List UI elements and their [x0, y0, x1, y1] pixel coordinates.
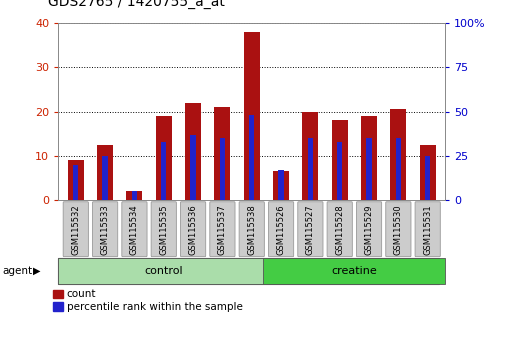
Bar — [278, 170, 283, 200]
Text: GSM115531: GSM115531 — [422, 205, 431, 255]
Text: GSM115529: GSM115529 — [364, 205, 373, 255]
Text: GSM115527: GSM115527 — [306, 205, 314, 255]
Legend: count, percentile rank within the sample: count, percentile rank within the sample — [53, 290, 242, 312]
Text: creatine: creatine — [331, 266, 377, 276]
Text: GSM115536: GSM115536 — [188, 205, 197, 255]
Bar — [424, 156, 429, 200]
Bar — [360, 116, 376, 200]
Bar — [219, 138, 225, 200]
Bar — [263, 258, 444, 284]
Text: GSM115538: GSM115538 — [247, 205, 256, 255]
Bar — [389, 109, 406, 200]
Bar — [301, 112, 318, 200]
Bar — [307, 138, 313, 200]
FancyBboxPatch shape — [414, 202, 439, 257]
Text: GSM115526: GSM115526 — [276, 205, 285, 255]
FancyBboxPatch shape — [385, 202, 410, 257]
FancyBboxPatch shape — [356, 202, 381, 257]
FancyBboxPatch shape — [180, 202, 206, 257]
Text: GSM115532: GSM115532 — [71, 205, 80, 255]
Text: GSM115528: GSM115528 — [334, 205, 343, 255]
FancyBboxPatch shape — [268, 202, 293, 257]
Text: ▶: ▶ — [33, 266, 40, 276]
FancyBboxPatch shape — [239, 202, 264, 257]
FancyBboxPatch shape — [122, 202, 147, 257]
FancyBboxPatch shape — [210, 202, 234, 257]
Text: control: control — [144, 266, 183, 276]
Bar — [68, 160, 84, 200]
Bar — [331, 120, 347, 200]
Bar — [273, 171, 288, 200]
FancyBboxPatch shape — [63, 202, 88, 257]
Bar — [419, 145, 435, 200]
Text: GSM115530: GSM115530 — [393, 205, 402, 255]
Bar — [214, 107, 230, 200]
Bar — [161, 142, 166, 200]
Bar — [97, 145, 113, 200]
Text: GDS2765 / 1420755_a_at: GDS2765 / 1420755_a_at — [48, 0, 225, 9]
Bar — [336, 142, 342, 200]
Bar — [58, 258, 269, 284]
Bar — [190, 135, 195, 200]
Bar — [366, 138, 371, 200]
Bar — [243, 32, 259, 200]
Bar — [103, 156, 108, 200]
Bar — [185, 103, 201, 200]
Text: GSM115535: GSM115535 — [159, 205, 168, 255]
Text: GSM115534: GSM115534 — [130, 205, 139, 255]
Bar — [395, 138, 400, 200]
Text: agent: agent — [3, 266, 33, 276]
Bar — [73, 165, 78, 200]
Text: GSM115533: GSM115533 — [100, 205, 110, 255]
Bar — [156, 116, 172, 200]
Bar — [131, 191, 137, 200]
Bar — [248, 115, 254, 200]
FancyBboxPatch shape — [151, 202, 176, 257]
FancyBboxPatch shape — [297, 202, 322, 257]
Text: GSM115537: GSM115537 — [218, 205, 226, 255]
Bar — [126, 191, 142, 200]
FancyBboxPatch shape — [326, 202, 351, 257]
FancyBboxPatch shape — [92, 202, 118, 257]
